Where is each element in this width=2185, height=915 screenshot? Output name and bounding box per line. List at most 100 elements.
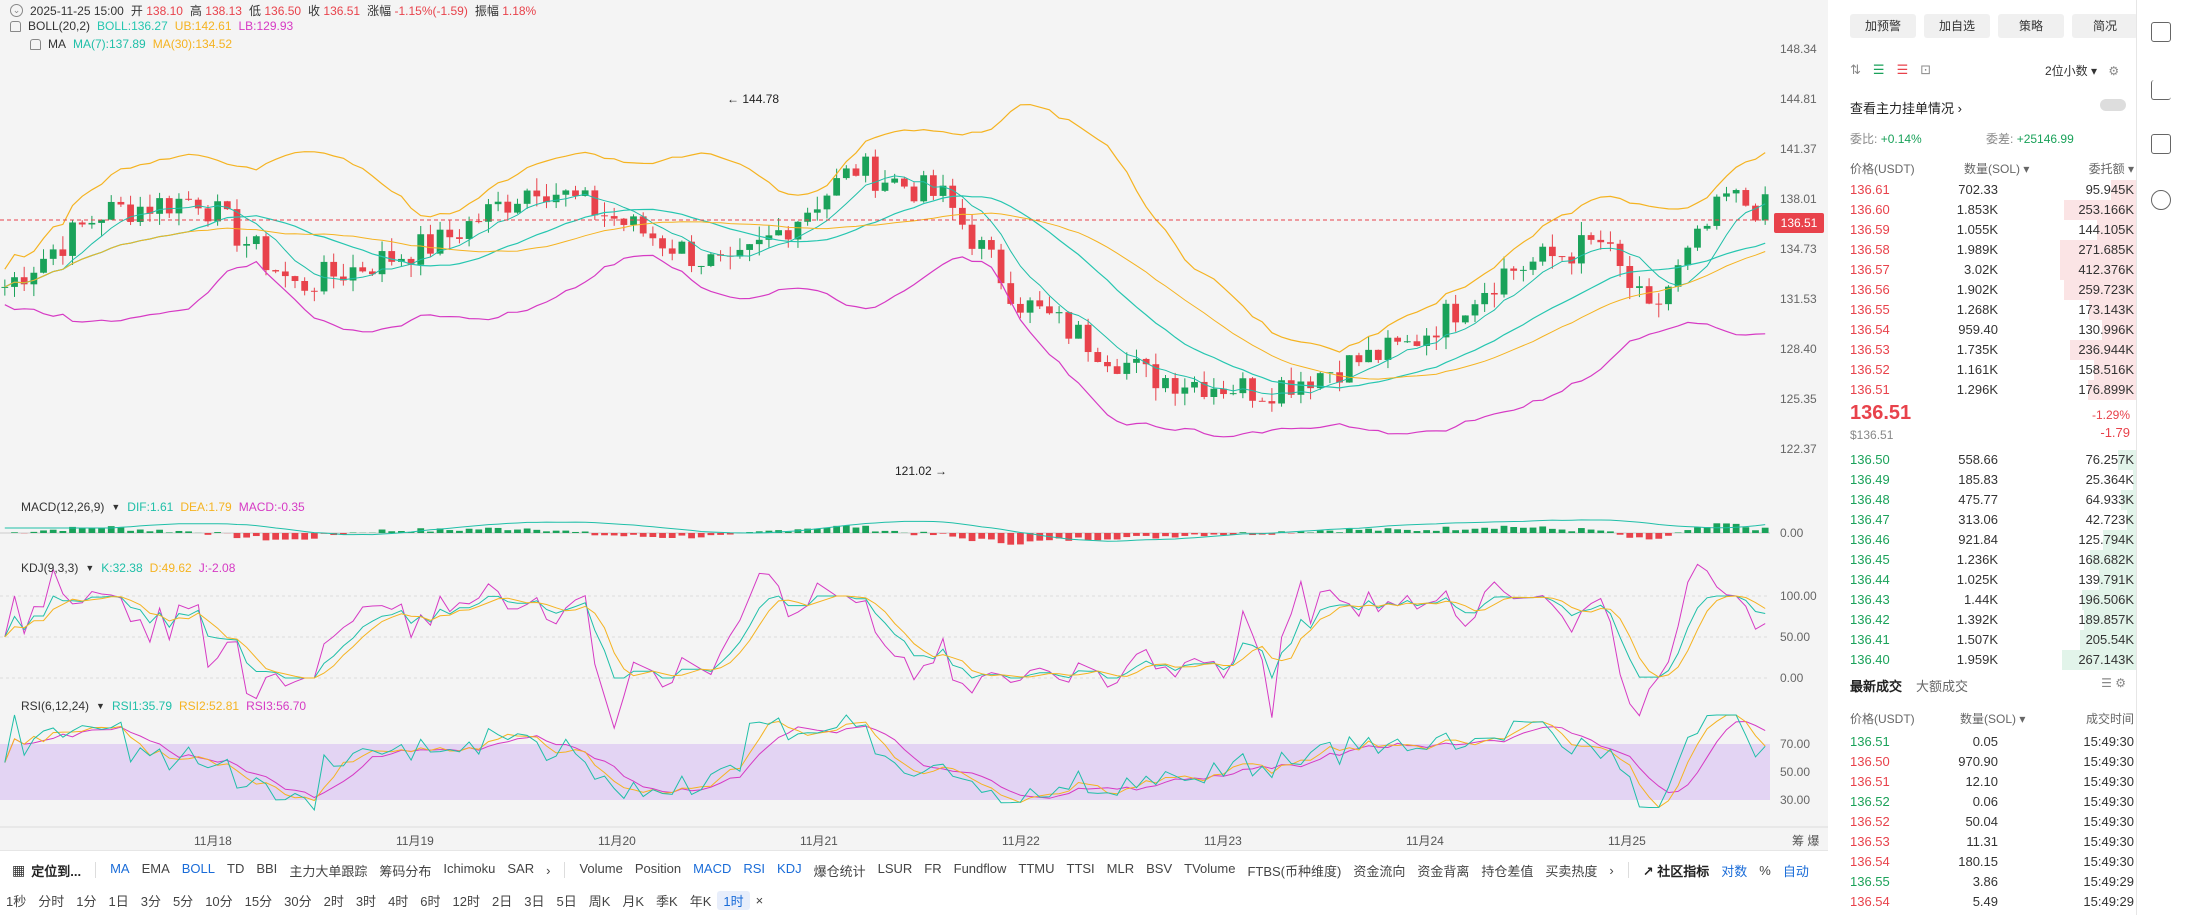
tab-latest-trades[interactable]: 最新成交 — [1850, 679, 1903, 694]
strategy-button[interactable]: 策略 — [1998, 14, 2064, 38]
percent-scale-button[interactable]: % — [1759, 862, 1771, 878]
book-row[interactable]: 136.59 1.055K 144.105K — [1850, 220, 2140, 240]
book-row[interactable]: 136.53 1.735K 236.944K — [1850, 340, 2140, 360]
sub-indicator-item[interactable]: 持仓差值 — [1481, 863, 1534, 879]
settings-icon[interactable]: ⚙ — [2108, 64, 2120, 78]
sub-indicator-item[interactable]: FR — [924, 860, 942, 876]
timeframe-13[interactable]: 12时 — [452, 893, 480, 909]
book-row[interactable]: 136.61 702.33 95.945K — [1850, 180, 2140, 200]
main-orders-toggle[interactable] — [2100, 99, 2126, 111]
tab-large-trades[interactable]: 大额成交 — [1916, 679, 1969, 694]
timeframe-8[interactable]: 30分 — [284, 893, 312, 909]
sub-indicator-item[interactable]: RSI — [743, 860, 766, 876]
timeframe-12[interactable]: 6时 — [420, 893, 441, 909]
book-row[interactable]: 136.56 1.902K 259.723K — [1850, 280, 2140, 300]
book-row[interactable]: 136.60 1.853K 253.166K — [1850, 200, 2140, 220]
book-row[interactable]: 136.41 1.507K 205.54K — [1850, 630, 2140, 650]
trade-qty-header[interactable]: 数量(SOL) ▾ — [1960, 712, 2026, 726]
timeframe-15[interactable]: 3日 — [524, 893, 545, 909]
book-row[interactable]: 136.42 1.392K 189.857K — [1850, 610, 2140, 630]
both-view-icon[interactable]: ⇅ — [1850, 62, 1861, 77]
book-row[interactable]: 136.44 1.025K 139.791K — [1850, 570, 2140, 590]
timeframe-4[interactable]: 3分 — [140, 893, 161, 909]
signal-icon[interactable] — [2151, 190, 2171, 210]
timeframe-2[interactable]: 1分 — [76, 893, 97, 909]
book-row[interactable]: 136.50 558.66 76.257K — [1850, 450, 2140, 470]
timeframe-5[interactable]: 5分 — [172, 893, 194, 909]
asks-view-icon[interactable]: ☰ — [1896, 62, 1909, 77]
kdj-label[interactable]: KDJ(9,3,3) — [21, 561, 79, 575]
timeframe-20[interactable]: 年K — [689, 893, 712, 909]
timeframe-19[interactable]: 季K — [656, 893, 678, 909]
boll-label[interactable]: BOLL(20,2) — [28, 19, 91, 33]
decimal-select[interactable]: 2位小数 ▾ ⚙ — [2045, 64, 2120, 78]
qty-header[interactable]: 数量(SOL) ▾ — [1964, 162, 2030, 176]
chip-toggle[interactable]: 筹 爆 — [1792, 832, 1819, 849]
amount-header[interactable]: 委托额 ▾ — [2088, 162, 2134, 176]
book-row[interactable]: 136.58 1.989K 271.685K — [1850, 240, 2140, 260]
book-row[interactable]: 136.47 313.06 42.723K — [1850, 510, 2140, 530]
timeframe-6[interactable]: 10分 — [205, 893, 233, 909]
timeframe-3[interactable]: 1日 — [108, 893, 129, 909]
locate-button[interactable]: 定位到... — [31, 863, 82, 879]
dropdown-icon[interactable]: ▼ — [85, 563, 95, 573]
add-watchlist-button[interactable]: 加自选 — [1924, 14, 1990, 38]
main-indicator-bbi[interactable]: BBI — [256, 860, 278, 876]
book-row[interactable]: 136.54 959.40 130.996K — [1850, 320, 2140, 340]
sub-indicator-item[interactable]: BSV — [1146, 860, 1173, 876]
sub-indicator-item[interactable]: FTBS(币种维度) — [1247, 863, 1342, 879]
book-row[interactable]: 136.45 1.236K 168.682K — [1850, 550, 2140, 570]
overview-button[interactable]: 简况 — [2072, 14, 2138, 38]
bids-view-icon[interactable]: ☰ — [1872, 62, 1885, 77]
main-indicator-td[interactable]: TD — [227, 860, 245, 876]
macd-label[interactable]: MACD(12,26,9) — [21, 500, 105, 514]
timeframe-17[interactable]: 周K — [588, 893, 611, 909]
trades-settings-icon[interactable]: ☰ ⚙ — [2101, 676, 2126, 690]
dropdown-icon[interactable]: ▼ — [111, 502, 121, 512]
sub-indicator-item[interactable]: MLR — [1106, 860, 1135, 876]
main-indicator-ichimoku[interactable]: Ichimoku — [443, 860, 496, 876]
sub-indicator-item[interactable]: KDJ — [777, 860, 802, 876]
book-row[interactable]: 136.49 185.83 25.364K — [1850, 470, 2140, 490]
timeframe-0[interactable]: 1秒 — [6, 893, 27, 909]
sub-indicator-item[interactable]: Volume — [579, 860, 623, 876]
rsi-label[interactable]: RSI(6,12,24) — [21, 699, 90, 713]
timeframe-21[interactable]: 1时 — [717, 890, 750, 910]
book-row[interactable]: 136.51 1.296K 176.899K — [1850, 380, 2140, 400]
depth-view-icon[interactable]: ⊡ — [1920, 62, 1932, 77]
timeframe-1[interactable]: 分时 — [38, 893, 65, 909]
dropdown-icon[interactable]: ▼ — [96, 701, 105, 711]
chart-canvas[interactable] — [0, 0, 1828, 850]
main-indicator-ma[interactable]: MA — [110, 860, 130, 876]
main-indicator-sar[interactable]: SAR — [507, 860, 535, 876]
collapse-icon[interactable]: ⌄ — [10, 4, 23, 17]
add-alert-button[interactable]: 加预警 — [1850, 14, 1916, 38]
timeframe-18[interactable]: 月K — [622, 893, 645, 909]
timeframe-14[interactable]: 2日 — [492, 893, 513, 909]
timeframe-11[interactable]: 4时 — [388, 893, 409, 909]
close-icon[interactable]: × — [755, 892, 764, 908]
sub-indicator-item[interactable]: TVolume — [1184, 860, 1236, 876]
sub-indicator-item[interactable]: TTMU — [1018, 860, 1055, 876]
book-row[interactable]: 136.48 475.77 64.933K — [1850, 490, 2140, 510]
sub-indicator-item[interactable]: 爆仓统计 — [813, 863, 866, 879]
sub-indicator-item[interactable]: 买卖热度 — [1545, 863, 1598, 879]
sub-indicator-item[interactable]: TTSI — [1066, 860, 1095, 876]
timeframe-9[interactable]: 2时 — [323, 893, 344, 909]
chart-area[interactable]: ⌄ 2025-11-25 15:00 开 138.10 高 138.13 低 1… — [0, 0, 1828, 850]
timeframe-16[interactable]: 5日 — [556, 893, 577, 909]
log-scale-button[interactable]: 对数 — [1721, 863, 1748, 879]
book-row[interactable]: 136.55 1.268K 173.143K — [1850, 300, 2140, 320]
main-indicator-主力大单跟踪[interactable]: 主力大单跟踪 — [289, 863, 368, 879]
sub-indicator-item[interactable]: Fundflow — [953, 860, 1007, 876]
book-row[interactable]: 136.40 1.959K 267.143K — [1850, 650, 2140, 670]
book-row[interactable]: 136.43 1.44K 196.506K — [1850, 590, 2140, 610]
sub-indicator-item[interactable]: 资金流向 — [1353, 863, 1406, 879]
book-row[interactable]: 136.46 921.84 125.794K — [1850, 530, 2140, 550]
sub-indicator-item[interactable]: LSUR — [877, 860, 913, 876]
main-orders-link[interactable]: 查看主力挂单情况 › — [1850, 101, 1962, 116]
bar-chart-icon[interactable] — [2151, 134, 2171, 154]
main-indicator-ema[interactable]: EMA — [141, 860, 170, 876]
auto-scale-button[interactable]: 自动 — [1782, 863, 1809, 879]
more-arrow-icon[interactable]: › — [546, 862, 551, 878]
